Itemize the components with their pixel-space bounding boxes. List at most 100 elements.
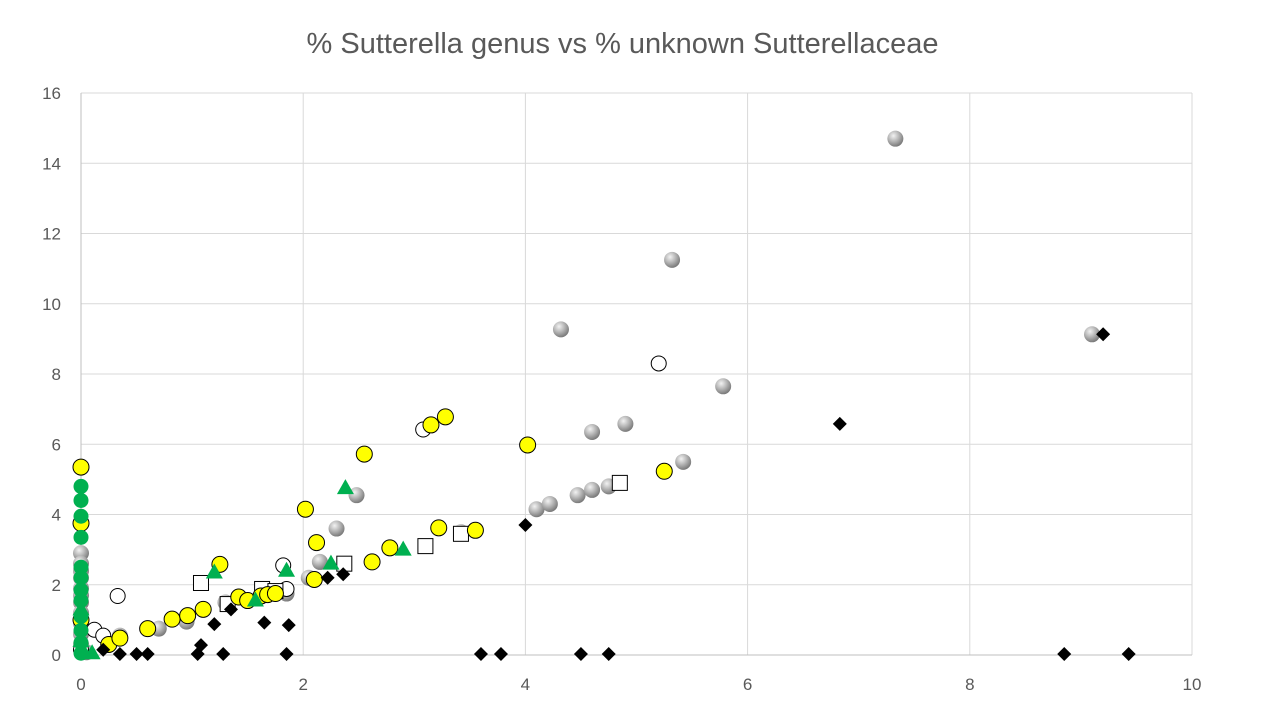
data-point-gray-sphere bbox=[664, 251, 681, 268]
y-tick-label: 0 bbox=[52, 646, 61, 665]
data-point-green-triangle bbox=[394, 540, 412, 556]
data-point-yellow-circle bbox=[519, 436, 537, 454]
data-point-green-circle bbox=[73, 559, 89, 575]
data-point-black-diamond bbox=[281, 618, 296, 633]
y-tick-label: 12 bbox=[42, 225, 61, 244]
data-point-black-diamond bbox=[1121, 646, 1136, 661]
data-point-black-diamond bbox=[493, 646, 508, 661]
tick-labels: 0 2 4 6 8 10 12 14 16 0 2 4 6 8 10 bbox=[42, 84, 1201, 694]
data-point-gray-sphere bbox=[311, 553, 328, 570]
data-point-green-triangle bbox=[83, 644, 101, 660]
data-point-gray-sphere bbox=[328, 520, 345, 537]
data-point-yellow-circle bbox=[436, 408, 454, 426]
data-point-green-circle bbox=[73, 529, 89, 545]
y-tick-label: 10 bbox=[42, 295, 61, 314]
x-tick-label: 2 bbox=[298, 675, 307, 694]
x-tick-label: 8 bbox=[965, 675, 974, 694]
x-tick-label: 6 bbox=[743, 675, 752, 694]
data-point-yellow-circle bbox=[355, 445, 373, 463]
data-point-yellow-circle bbox=[111, 629, 129, 647]
data-point-black-diamond bbox=[601, 646, 616, 661]
data-point-black-diamond bbox=[518, 518, 533, 533]
data-point-yellow-circle bbox=[72, 458, 90, 476]
data-point-green-circle bbox=[73, 508, 89, 524]
data-point-yellow-circle bbox=[430, 519, 448, 537]
data-point-white-square bbox=[192, 574, 209, 591]
data-point-black-diamond bbox=[140, 646, 155, 661]
data-point-yellow-circle bbox=[655, 462, 673, 480]
data-point-black-diamond bbox=[832, 416, 847, 431]
y-tick-label: 16 bbox=[42, 84, 61, 103]
data-point-white-square bbox=[611, 474, 628, 491]
data-points bbox=[72, 130, 1136, 661]
y-tick-label: 4 bbox=[52, 506, 61, 525]
data-point-green-triangle bbox=[278, 561, 296, 577]
data-point-white-circle bbox=[109, 587, 126, 604]
data-point-gray-sphere bbox=[675, 453, 692, 470]
data-point-black-diamond bbox=[193, 638, 208, 653]
data-point-white-square bbox=[452, 525, 469, 542]
data-point-black-diamond bbox=[129, 646, 144, 661]
y-tick-label: 8 bbox=[52, 365, 61, 384]
data-point-white-circle bbox=[650, 355, 667, 372]
data-point-black-diamond bbox=[473, 646, 488, 661]
data-point-green-triangle bbox=[205, 563, 223, 579]
data-point-gray-sphere bbox=[584, 423, 601, 440]
data-point-white-square bbox=[417, 538, 434, 555]
data-point-green-triangle bbox=[72, 600, 90, 616]
data-point-green-circle bbox=[73, 478, 89, 494]
data-point-gray-sphere bbox=[569, 487, 586, 504]
data-point-green-triangle bbox=[246, 591, 264, 607]
data-point-yellow-circle bbox=[308, 534, 326, 552]
y-tick-label: 2 bbox=[52, 576, 61, 595]
data-point-black-diamond bbox=[112, 646, 127, 661]
data-point-green-circle bbox=[73, 492, 89, 508]
data-point-gray-sphere bbox=[1084, 326, 1101, 343]
y-tick-label: 6 bbox=[52, 435, 61, 454]
data-point-green-circle bbox=[73, 622, 89, 638]
data-point-black-diamond bbox=[223, 602, 238, 617]
y-tick-label: 14 bbox=[42, 154, 61, 173]
data-point-green-circle bbox=[73, 582, 89, 598]
data-point-yellow-circle bbox=[466, 521, 484, 539]
data-point-black-diamond bbox=[336, 567, 351, 582]
data-point-black-diamond bbox=[279, 646, 294, 661]
data-point-gray-sphere bbox=[541, 495, 558, 512]
data-point-green-triangle bbox=[336, 479, 354, 495]
gridlines bbox=[81, 92, 1193, 655]
x-tick-label: 4 bbox=[521, 675, 530, 694]
x-tick-label: 10 bbox=[1183, 675, 1202, 694]
data-point-black-diamond bbox=[1096, 327, 1111, 342]
chart-title: % Sutterella genus vs % unknown Sutterel… bbox=[306, 28, 939, 60]
data-point-black-diamond bbox=[207, 617, 222, 632]
data-point-yellow-circle bbox=[194, 600, 212, 618]
data-point-black-diamond bbox=[320, 570, 335, 585]
data-point-black-diamond bbox=[96, 642, 111, 657]
data-point-gray-sphere bbox=[715, 378, 732, 395]
data-point-yellow-circle bbox=[381, 539, 399, 557]
data-point-black-diamond bbox=[216, 646, 231, 661]
data-point-yellow-circle bbox=[139, 620, 157, 638]
data-point-gray-sphere bbox=[552, 321, 569, 338]
data-point-black-diamond bbox=[1057, 646, 1072, 661]
data-point-yellow-circle bbox=[296, 500, 314, 518]
data-point-gray-sphere bbox=[617, 415, 634, 432]
data-point-green-circle bbox=[73, 570, 89, 586]
data-point-black-diamond bbox=[257, 615, 272, 630]
data-point-green-triangle bbox=[72, 631, 90, 647]
data-point-yellow-circle bbox=[422, 416, 440, 434]
data-point-yellow-circle bbox=[179, 607, 197, 625]
data-point-gray-sphere bbox=[348, 487, 365, 504]
data-point-black-diamond bbox=[573, 646, 588, 661]
data-point-green-triangle bbox=[322, 554, 340, 570]
data-point-gray-sphere bbox=[528, 501, 545, 518]
data-point-green-circle bbox=[73, 645, 89, 661]
data-point-gray-sphere bbox=[584, 481, 601, 498]
x-tick-label: 0 bbox=[76, 675, 85, 694]
data-point-yellow-circle bbox=[266, 585, 284, 603]
data-point-gray-sphere bbox=[887, 130, 904, 147]
data-point-yellow-circle bbox=[363, 553, 381, 571]
data-point-yellow-circle bbox=[305, 570, 323, 588]
